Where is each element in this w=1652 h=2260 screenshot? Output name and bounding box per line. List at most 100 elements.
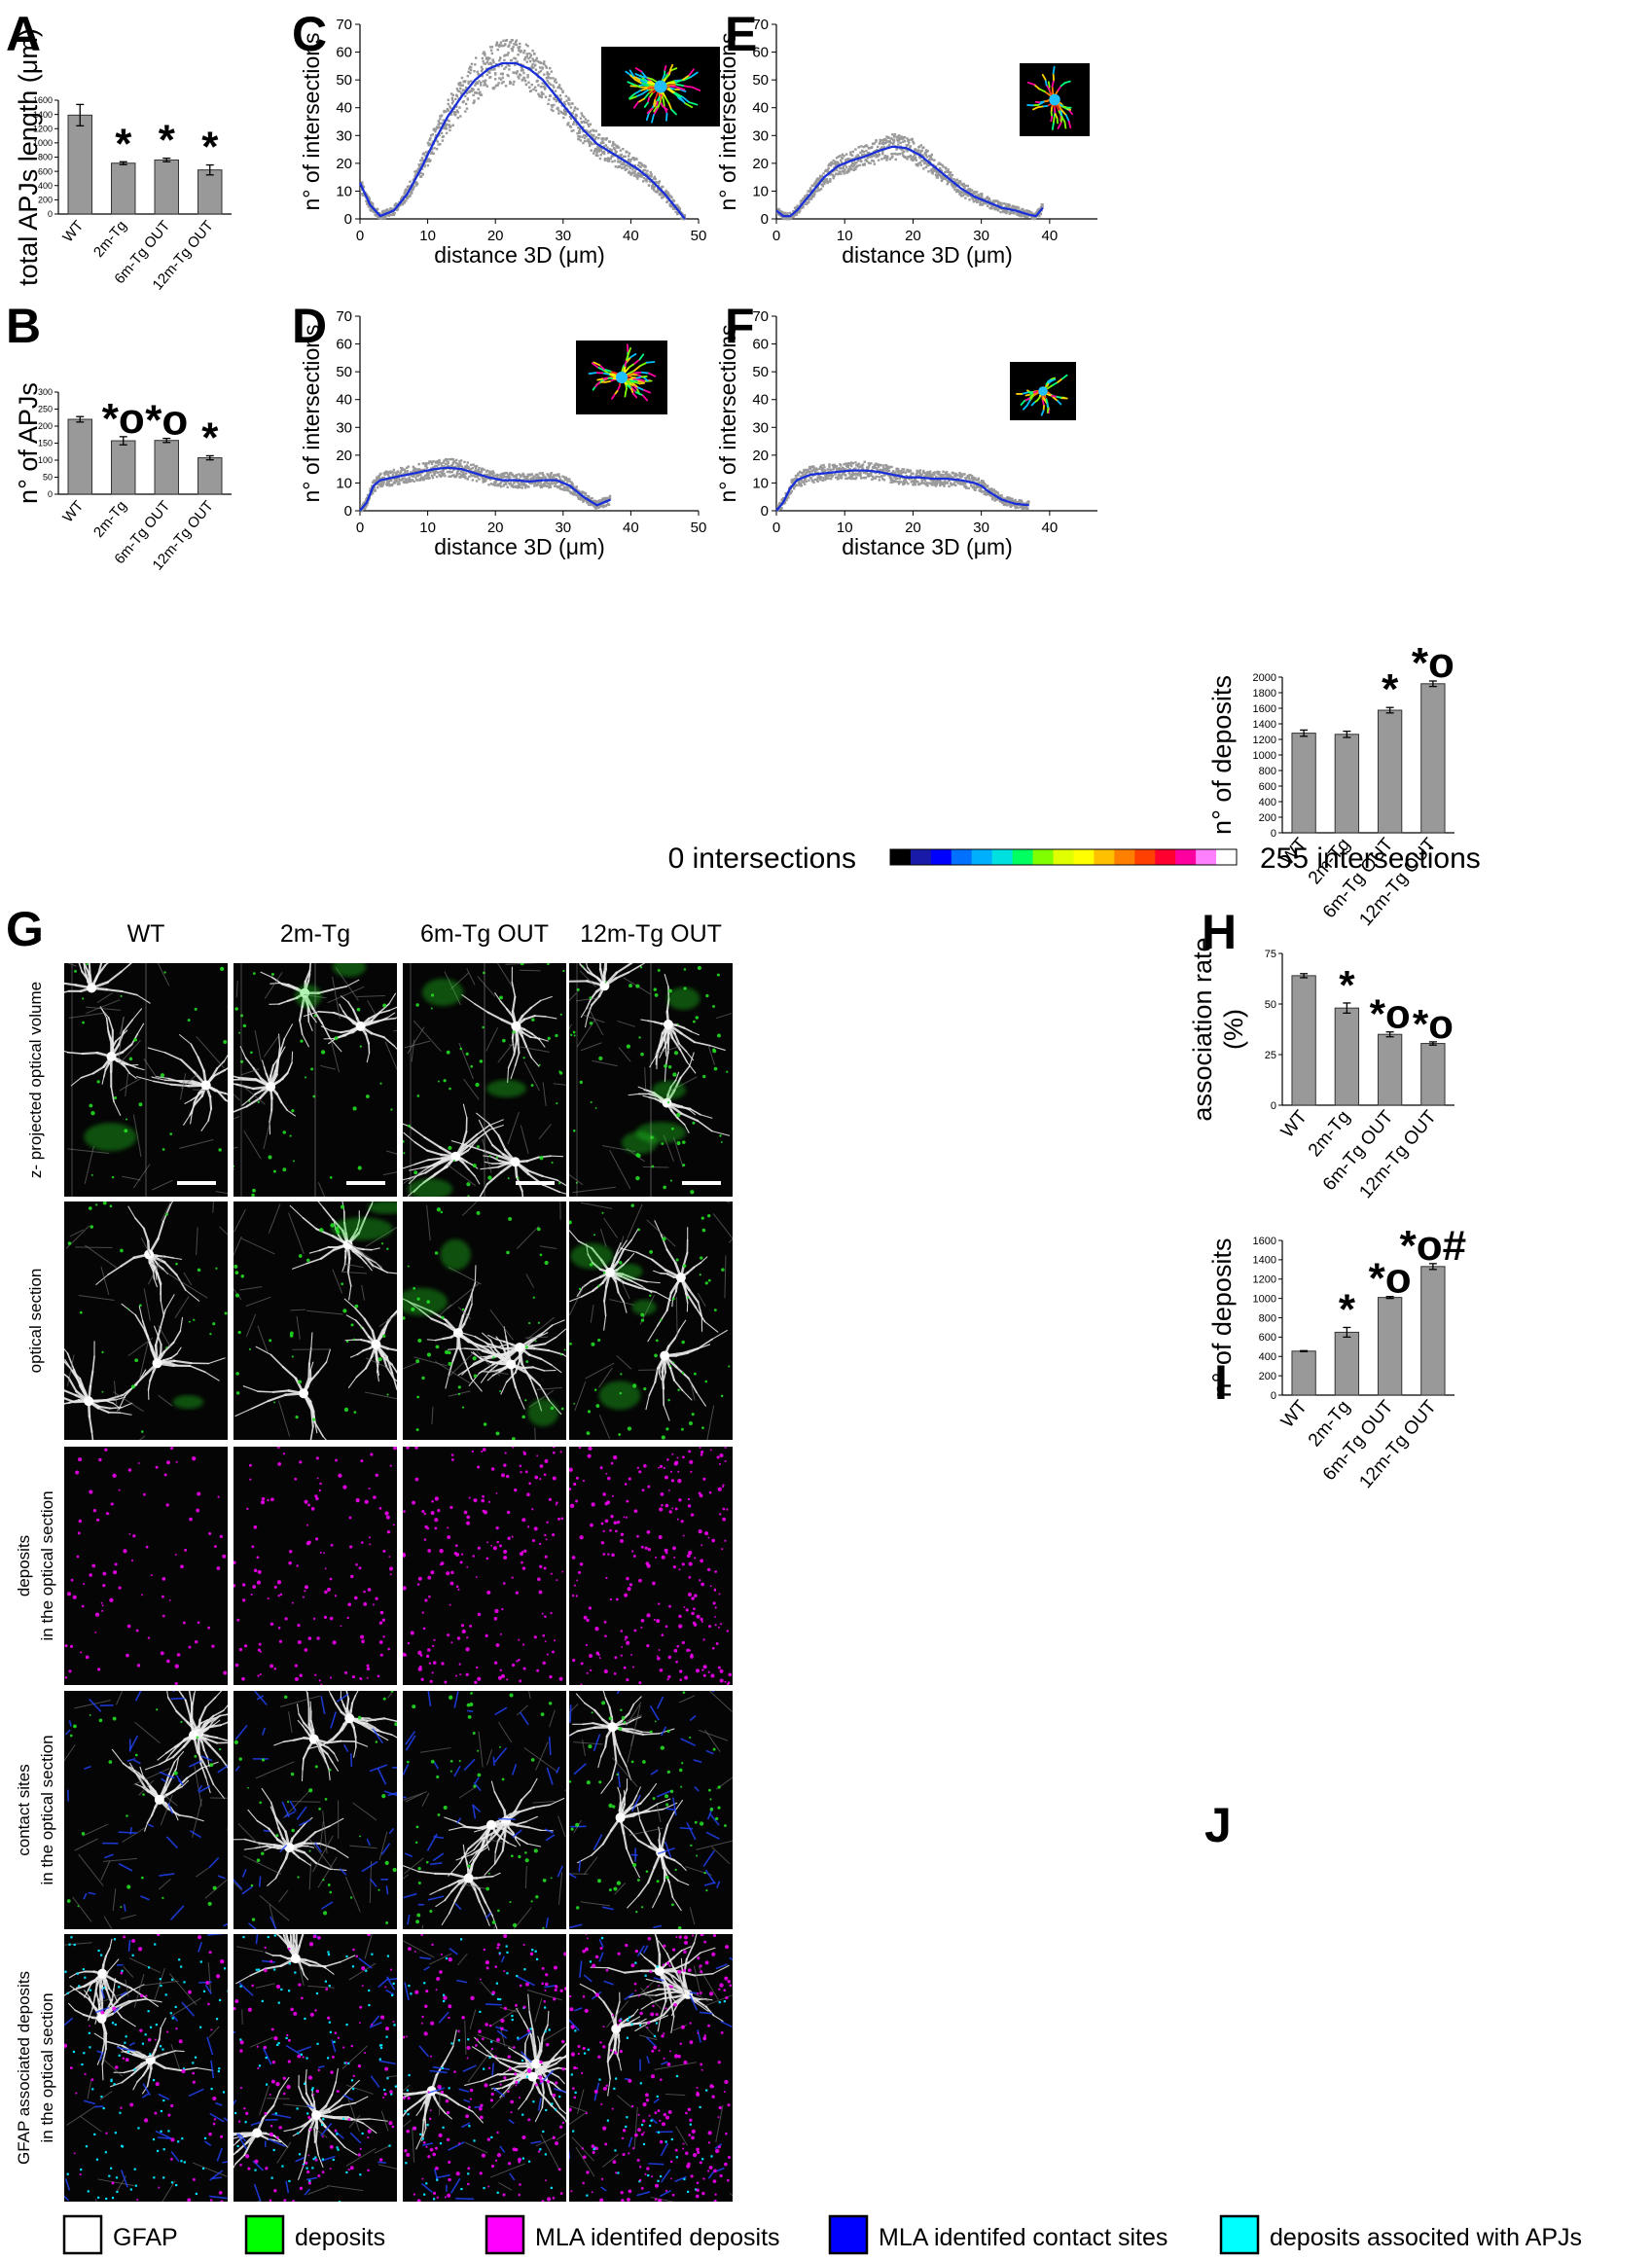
data-point: [494, 84, 498, 88]
data-point: [980, 203, 983, 206]
data-point: [846, 466, 850, 469]
data-point: [608, 496, 612, 499]
data-point: [419, 171, 423, 175]
inset-branch: [670, 67, 678, 72]
data-point: [413, 170, 416, 173]
data-point: [415, 479, 419, 482]
data-point: [782, 217, 785, 221]
data-point: [489, 68, 493, 71]
data-point: [894, 478, 897, 481]
data-point: [875, 139, 878, 142]
data-point: [563, 103, 567, 106]
y-tick-label: 70: [752, 308, 769, 325]
data-point: [397, 477, 401, 480]
data-point: [871, 159, 874, 162]
data-point: [502, 39, 505, 43]
data-point: [533, 86, 537, 89]
data-point: [459, 462, 462, 465]
data-point: [902, 137, 905, 140]
data-point: [443, 459, 446, 462]
data-point: [485, 60, 489, 64]
data-point: [933, 482, 937, 484]
data-point: [512, 71, 515, 74]
colorbar-swatch: [1175, 849, 1197, 865]
data-point: [548, 484, 552, 486]
data-point: [963, 186, 966, 190]
data-point: [796, 204, 799, 207]
inset-branch: [1057, 400, 1062, 406]
data-point: [376, 476, 378, 480]
data-point: [972, 476, 975, 480]
data-point: [564, 113, 568, 116]
data-point: [816, 177, 819, 180]
data-point: [647, 184, 651, 187]
data-point: [588, 495, 591, 498]
data-point: [962, 182, 965, 186]
inset-branch: [638, 381, 646, 385]
data-point: [835, 168, 839, 172]
inset-branch: [645, 112, 650, 122]
data-point: [410, 480, 413, 483]
data-point: [842, 165, 845, 168]
data-point: [797, 472, 800, 475]
data-point: [593, 129, 595, 132]
data-point: [821, 470, 824, 474]
data-point: [653, 175, 657, 179]
data-point: [607, 160, 611, 162]
inset-branch: [628, 95, 637, 100]
data-point: [972, 485, 975, 488]
data-point: [897, 472, 901, 476]
data-point: [534, 473, 538, 477]
data-point: [554, 474, 557, 477]
x-tick-label: 0: [356, 228, 364, 244]
data-point: [1032, 212, 1036, 216]
data-point: [1026, 507, 1029, 510]
data-point: [813, 190, 817, 193]
data-point: [938, 171, 941, 174]
data-point: [572, 123, 575, 126]
data-point: [426, 141, 430, 145]
data-point: [937, 476, 940, 479]
data-point: [528, 86, 531, 90]
data-point: [594, 154, 597, 157]
data-point: [546, 71, 549, 74]
data-point: [517, 46, 520, 49]
data-point: [530, 83, 533, 87]
data-point: [994, 490, 997, 493]
data-point: [855, 476, 858, 479]
data-point: [948, 484, 951, 488]
data-point: [548, 67, 552, 70]
data-point: [546, 484, 549, 487]
data-point: [540, 485, 544, 488]
data-point: [1011, 211, 1014, 214]
data-point: [888, 465, 892, 469]
data-point: [959, 193, 962, 196]
data-point: [927, 471, 930, 475]
inset-branch: [1051, 86, 1055, 94]
data-point: [981, 490, 985, 493]
data-point: [653, 185, 657, 189]
gfap-process: [121, 990, 138, 996]
data-point: [877, 463, 880, 467]
inset-branch: [1059, 109, 1063, 118]
data-point: [947, 168, 950, 171]
data-point: [564, 94, 568, 98]
data-point: [676, 203, 679, 207]
inset-branch: [634, 78, 642, 85]
data-point: [379, 482, 382, 484]
gfap-process: [101, 1076, 105, 1085]
data-point: [591, 496, 593, 500]
inset-branch: [664, 106, 668, 115]
data-point: [520, 481, 523, 484]
colorbar-swatch: [1073, 849, 1095, 865]
data-point: [479, 81, 483, 85]
inset-branch: [588, 372, 597, 375]
inset-image-E: [1020, 63, 1090, 136]
data-point: [1019, 209, 1022, 212]
inset-branch: [1028, 393, 1034, 400]
data-point: [595, 148, 598, 151]
data-point: [960, 475, 964, 478]
data-point: [494, 72, 497, 75]
data-point: [579, 498, 583, 501]
data-point: [862, 150, 866, 154]
